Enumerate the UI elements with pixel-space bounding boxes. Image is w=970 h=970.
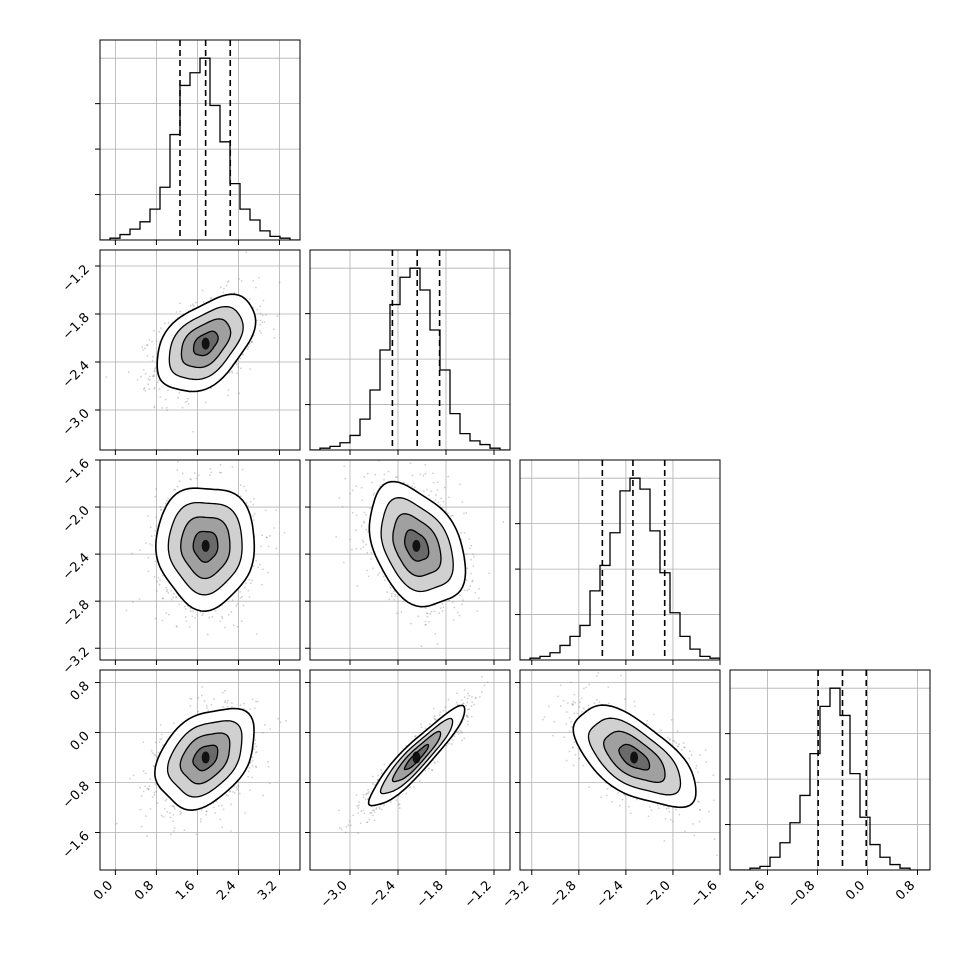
panel-frame [309,669,511,871]
y-tick-label: −0.8 [60,779,93,812]
y-tick-label: −2.4 [60,358,93,391]
contour-line [379,717,454,795]
y-tick-label: −1.6 [60,829,93,862]
contour-line [403,743,430,771]
contour-line [572,704,697,809]
y-tick-label: −2.4 [60,550,93,583]
panel-frame [519,669,721,871]
panel-3-2: −3.2 −2.8 −2.4 −2.0 −1.6 [500,669,721,911]
x-tick-label: −2.4 [366,878,399,911]
x-tick-label: 1.6 [173,878,198,903]
contour-line [603,730,666,784]
contour-line [403,529,430,562]
x-tick-label: −0.8 [785,878,818,911]
x-tick-label: −3.0 [318,878,351,911]
x-tick-label: −1.6 [735,878,768,911]
density-core [201,539,210,552]
panel-1-0: −3.0 −2.4 −1.8 −1.2 [60,249,301,455]
panel-0-0 [95,39,301,245]
y-tick-label: −1.2 [60,262,93,295]
x-tick-label: −2.8 [547,878,580,911]
panel-2-0: −3.2 −2.8 −2.4 −2.0 −1.6 [60,456,301,677]
contour-line [154,707,255,812]
grid [310,250,510,450]
density-core [630,751,639,764]
panel-2-2 [515,459,721,665]
panel-frame [99,459,301,661]
x-tick-label: 0.8 [132,878,157,903]
panel-frame [99,39,301,241]
panel-frame [519,459,721,661]
contour-line [154,487,256,613]
contour-line [391,730,442,783]
y-tick-label: 0.0 [68,729,93,754]
contour-line [618,743,651,771]
x-tick-label: −1.8 [414,878,447,911]
y-tick-label: 0.8 [68,679,93,704]
x-tick-label: 2.4 [214,878,239,903]
contour-line [179,732,231,785]
contour-line [367,704,466,807]
panel-3-3: −1.6 −0.8 0.0 0.8 [725,669,931,911]
y-tick-label: −2.0 [60,503,93,536]
panel-2-1 [305,459,511,665]
y-tick-label: −2.8 [60,597,93,630]
y-tick-label: −1.6 [60,456,93,489]
grid [730,670,930,870]
panel-frame [729,669,931,871]
panel-frame [99,669,301,871]
contour-line [167,501,243,596]
panel-3-0: −1.6 −0.8 0.0 0.8 0.0 0.8 1.6 2.4 3.2 [60,669,301,903]
panel-frame [99,249,301,451]
x-tick-label: −2.4 [594,878,627,911]
contour-line [156,293,257,393]
contour-line [192,330,219,357]
x-tick-label: −3.2 [500,878,533,911]
y-tick-label: −3.0 [60,406,93,439]
density-core [412,539,421,552]
x-tick-label: −1.2 [462,878,495,911]
x-tick-label: −2.0 [641,878,674,911]
contour-line [180,516,231,580]
y-tick-label: −1.8 [60,310,93,343]
x-tick-label: 0.8 [893,878,918,903]
contour-line [168,305,244,381]
grid [520,460,721,660]
contour-line [166,720,243,798]
contour-line [192,530,219,563]
x-tick-label: 0.0 [843,878,868,903]
histogram-step [310,267,510,450]
contour-line [180,318,232,369]
density-core [201,751,210,764]
contour-line [192,744,219,772]
density-core [201,337,210,350]
histogram-step [520,477,720,660]
contour-line [587,717,682,796]
contour-line [380,497,454,593]
contour-line [392,513,442,577]
histogram-step [100,57,300,240]
histogram-step [730,687,930,870]
x-tick-label: 0.0 [91,878,116,903]
x-tick-label: −1.6 [688,878,721,911]
x-tick-label: 3.2 [255,878,280,903]
y-tick-label: −3.2 [60,644,93,677]
contour-line [368,480,467,608]
panel-frame [309,249,511,451]
panel-1-1 [305,249,511,455]
panel-3-1: −3.0 −2.4 −1.8 −1.2 [305,669,511,911]
panel-frame [309,459,511,661]
